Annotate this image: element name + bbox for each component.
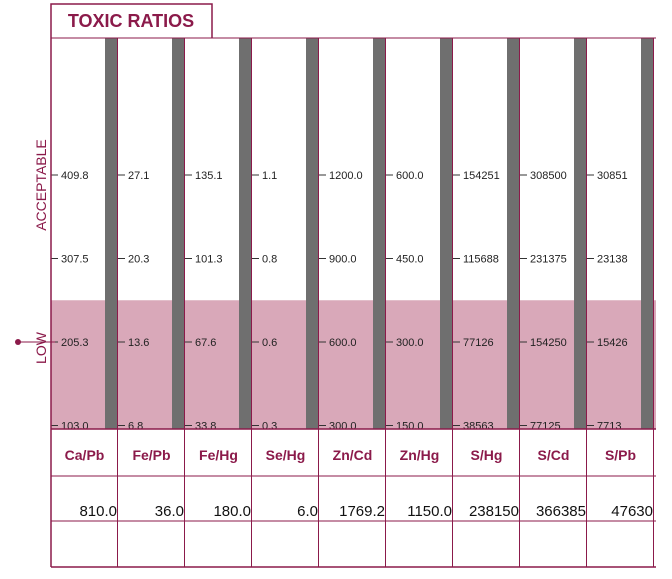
tick-label: 15426 (597, 337, 628, 349)
tick-label: 30851 (597, 170, 628, 182)
bar-s-hg (507, 38, 520, 429)
tick-label: 103.0 (61, 421, 89, 433)
bar-ca-pb (105, 38, 118, 429)
ratio-label: S/Pb (605, 447, 636, 463)
tick-label: 0.6 (262, 337, 277, 349)
ratio-value: 810.0 (79, 503, 117, 520)
tick-label: 7713 (597, 421, 621, 433)
chart-title: TOXIC RATIOS (68, 11, 194, 31)
tick-label: 600.0 (329, 337, 357, 349)
tick-label: 900.0 (329, 254, 357, 266)
tick-label: 150.0 (396, 421, 424, 433)
ratio-label: Zn/Hg (400, 447, 440, 463)
tick-label: 20.3 (128, 254, 149, 266)
ratio-label: Ca/Pb (65, 447, 105, 463)
tick-label: 308500 (530, 170, 567, 182)
tick-label: 38563 (463, 421, 494, 433)
ratio-label: S/Hg (471, 447, 503, 463)
title-tab (50, 3, 213, 38)
tick-label: 154251 (463, 170, 500, 182)
tick-label: 450.0 (396, 254, 424, 266)
bar-fe-hg (239, 38, 252, 429)
tick-label: 13.6 (128, 337, 149, 349)
tick-label: 600.0 (396, 170, 424, 182)
bar-fe-pb (172, 38, 185, 429)
ratio-value: 180.0 (213, 503, 251, 520)
tick-label: 0.3 (262, 421, 277, 433)
ratio-label: Se/Hg (266, 447, 306, 463)
ratio-value: 6.0 (297, 503, 318, 520)
ratio-value: 36.0 (155, 503, 184, 520)
ratio-value: 1769.2 (339, 503, 385, 520)
ratio-value: 366385 (536, 503, 586, 520)
tick-label: 0.8 (262, 254, 277, 266)
zone-label-low: LOW (33, 331, 49, 364)
tick-label: 154250 (530, 337, 567, 349)
tick-label: 6.8 (128, 421, 143, 433)
tick-label: 409.8 (61, 170, 89, 182)
low-zone (51, 300, 656, 429)
tick-label: 27.1 (128, 170, 149, 182)
tick-label: 231375 (530, 254, 567, 266)
bar-se-hg (306, 38, 319, 429)
tick-label: 115688 (463, 254, 499, 266)
ratio-label: S/Cd (538, 447, 570, 463)
tick-label: 135.1 (195, 170, 223, 182)
threshold-dot (15, 339, 21, 345)
ratio-label: Zn/Cd (333, 447, 373, 463)
bar-s-cd (574, 38, 587, 429)
ratio-value: 1150.0 (407, 503, 452, 520)
tick-label: 23138 (597, 254, 628, 266)
tick-label: 1.1 (262, 170, 277, 182)
tick-label: 205.3 (61, 337, 89, 349)
ratio-value: 238150 (469, 503, 519, 520)
ratio-label: Fe/Pb (132, 447, 170, 463)
bar-zn-hg (440, 38, 453, 429)
tick-label: 77126 (463, 337, 494, 349)
bar-zn-cd (373, 38, 386, 429)
ratio-label: Fe/Hg (199, 447, 238, 463)
tick-label: 33.8 (195, 421, 216, 433)
tick-label: 300.0 (329, 421, 357, 433)
tick-label: 1200.0 (329, 170, 363, 182)
bar-s-pb (641, 38, 654, 429)
tick-label: 67.6 (195, 337, 216, 349)
tick-label: 307.5 (61, 254, 89, 266)
tick-label: 101.3 (195, 254, 223, 266)
zone-label-acceptable: ACCEPTABLE (33, 139, 49, 231)
ratio-value: 47630 (611, 503, 653, 520)
tick-label: 77125 (530, 421, 561, 433)
tick-label: 300.0 (396, 337, 424, 349)
